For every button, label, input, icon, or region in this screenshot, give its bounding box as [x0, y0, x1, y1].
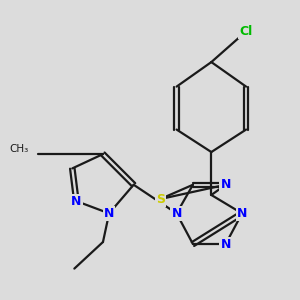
- Text: S: S: [156, 193, 165, 206]
- Text: CH₃: CH₃: [9, 144, 28, 154]
- Text: Cl: Cl: [239, 25, 253, 38]
- Text: N: N: [104, 207, 114, 220]
- Text: N: N: [237, 207, 247, 220]
- Text: N: N: [171, 207, 182, 220]
- Text: N: N: [71, 195, 82, 208]
- Text: N: N: [220, 178, 231, 191]
- Text: N: N: [220, 238, 231, 250]
